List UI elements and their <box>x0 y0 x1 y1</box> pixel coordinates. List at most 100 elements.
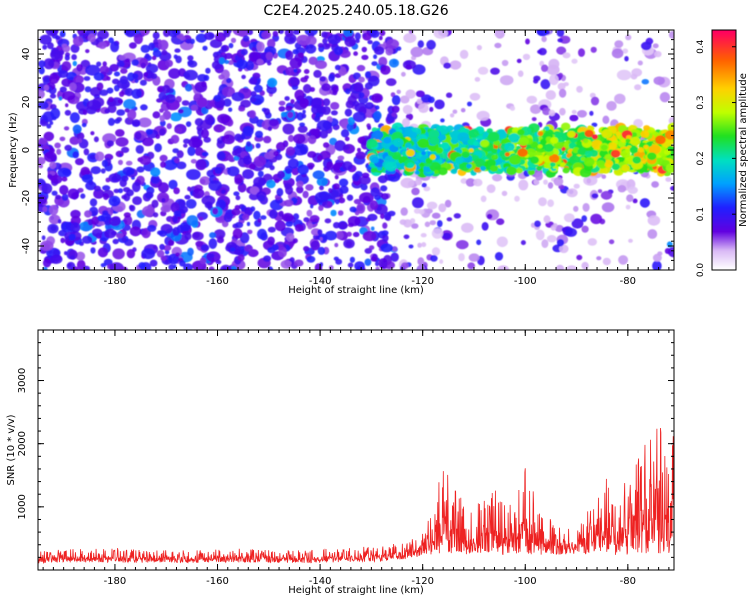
heatmap-cell <box>648 144 661 155</box>
heatmap-cell <box>134 131 142 140</box>
heatmap-cell <box>425 157 433 164</box>
heatmap-cell <box>438 167 448 176</box>
heatmap-cell <box>474 77 481 82</box>
heatmap-cell <box>73 75 84 84</box>
heatmap-cell <box>400 207 408 216</box>
heatmap-cell <box>614 93 626 105</box>
heatmap-cell <box>317 43 324 48</box>
colorbar-segment <box>712 146 736 149</box>
heatmap-cell <box>380 243 393 253</box>
heatmap-cell <box>152 31 160 40</box>
heatmap-cell <box>367 40 373 45</box>
heatmap-cell <box>328 265 334 270</box>
spectrogram-xlabel: Height of straight line (km) <box>288 285 424 296</box>
heatmap-cell <box>621 138 626 143</box>
heatmap-cell <box>541 239 549 249</box>
heatmap-cell <box>602 257 611 266</box>
heatmap-cell <box>200 244 210 252</box>
colorbar-segment <box>712 148 736 151</box>
heatmap-cell <box>38 157 46 165</box>
heatmap-cell <box>80 193 86 199</box>
heatmap-cell <box>641 79 649 85</box>
heatmap-cell <box>253 155 267 167</box>
heatmap-cell <box>373 54 378 59</box>
heatmap-cell <box>305 44 317 54</box>
heatmap-cell <box>285 232 295 242</box>
heatmap-cell <box>192 188 205 199</box>
heatmap-cell <box>333 183 340 190</box>
heatmap-cell <box>145 128 153 135</box>
colorbar-tick-label: 0.0 <box>696 263 706 278</box>
heatmap-cell <box>347 117 355 125</box>
heatmap-cell <box>278 106 286 112</box>
heatmap-cell <box>652 260 662 270</box>
heatmap-cell <box>429 161 442 172</box>
heatmap-cell <box>48 204 59 216</box>
heatmap-cell <box>310 240 321 251</box>
heatmap-cell <box>664 248 671 254</box>
heatmap-cell <box>237 254 245 262</box>
heatmap-cell <box>381 230 389 236</box>
colorbar-segment <box>712 94 736 97</box>
heatmap-cell <box>64 54 70 61</box>
heatmap-cell <box>158 39 169 51</box>
heatmap-cell <box>220 189 226 195</box>
heatmap-cell <box>417 257 425 266</box>
colorbar-segment <box>712 52 736 55</box>
heatmap-cell <box>353 198 362 205</box>
heatmap-cell <box>90 247 96 254</box>
heatmap-cell <box>106 140 115 147</box>
colorbar-segment <box>712 264 736 267</box>
heatmap-cell <box>321 83 331 92</box>
heatmap-cell <box>108 216 121 227</box>
heatmap-cell <box>459 49 469 60</box>
heatmap-cell <box>614 40 624 48</box>
heatmap-cell <box>344 36 356 47</box>
heatmap-cell <box>179 36 186 41</box>
heatmap-cell <box>529 132 535 137</box>
heatmap-cell <box>423 186 431 192</box>
heatmap-cell <box>492 174 503 182</box>
heatmap-cell <box>421 151 427 156</box>
heatmap-cell <box>144 53 150 60</box>
heatmap-cell <box>119 91 125 97</box>
heatmap-cell <box>563 213 575 223</box>
heatmap-cell <box>93 188 105 199</box>
heatmap-cell <box>222 86 235 98</box>
heatmap-cell <box>160 255 167 262</box>
heatmap-cell <box>562 52 571 59</box>
x-tick-label: -180 <box>104 276 127 287</box>
heatmap-cell <box>356 202 366 214</box>
heatmap-cell <box>400 177 415 189</box>
heatmap-cell <box>185 199 197 209</box>
colorbar-segment <box>712 130 736 133</box>
heatmap-cell <box>494 30 502 37</box>
heatmap-cell <box>377 175 388 184</box>
colorbar-segment <box>712 182 736 185</box>
colorbar-ticks: 0.0 0.1 0.2 0.3 0.4 <box>696 39 736 277</box>
heatmap-cell <box>371 93 383 103</box>
heatmap-cell <box>541 64 549 72</box>
heatmap-cell <box>621 164 630 172</box>
heatmap-cell <box>70 44 80 53</box>
heatmap-cell <box>449 113 455 118</box>
heatmap-cell <box>175 55 182 64</box>
heatmap-cell <box>287 158 299 169</box>
heatmap-cell <box>467 101 472 107</box>
heatmap-cell <box>433 30 448 39</box>
heatmap-cell <box>401 71 406 77</box>
heatmap-cell <box>385 161 397 172</box>
heatmap-cell <box>438 134 447 141</box>
heatmap-cell <box>385 39 400 49</box>
heatmap-cell <box>227 166 240 177</box>
heatmap-cell <box>354 32 361 41</box>
heatmap-cell <box>260 215 267 220</box>
heatmap-cell <box>647 229 658 239</box>
heatmap-cell <box>170 112 182 122</box>
heatmap-cell <box>410 46 424 58</box>
heatmap-cell <box>305 184 314 191</box>
heatmap-cell <box>163 159 178 171</box>
heatmap-cell <box>354 261 365 270</box>
heatmap-cell <box>165 259 169 264</box>
heatmap-cell <box>71 54 77 61</box>
